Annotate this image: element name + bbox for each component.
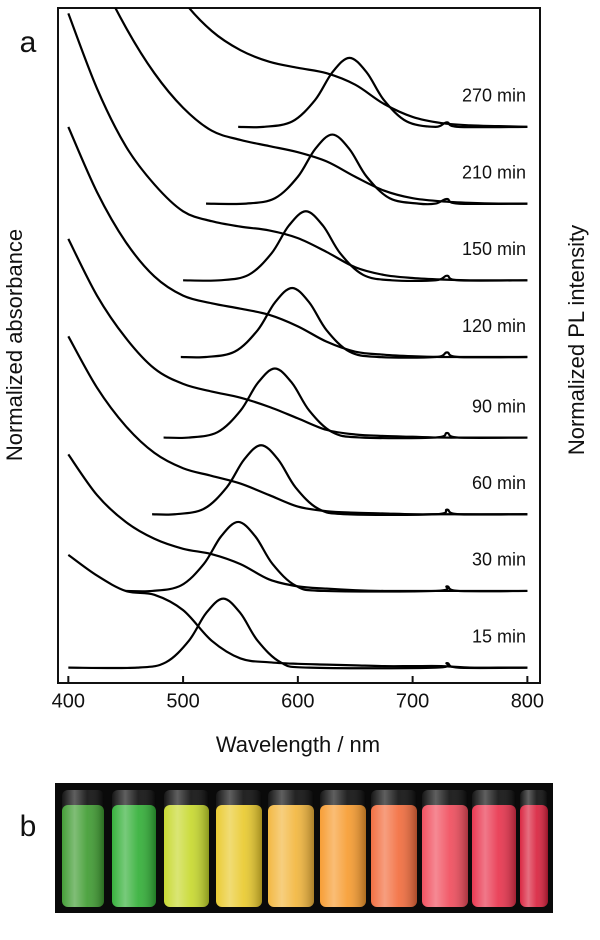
pl-line <box>163 367 528 440</box>
x-tick-label: 800 <box>511 690 544 712</box>
absorbance-line <box>67 238 528 439</box>
pl-line <box>152 444 528 516</box>
pl-line <box>183 210 528 283</box>
absorbance-line <box>67 126 528 359</box>
x-tick-label: 600 <box>281 690 314 712</box>
y2-axis-title: Normalized PL intensity <box>564 225 589 455</box>
curves <box>67 8 528 670</box>
series-label: 15 min <box>472 626 526 646</box>
panel-label: b <box>20 810 37 843</box>
absorbance-line <box>67 335 528 516</box>
series-label: 90 min <box>472 396 526 416</box>
absorbance-line <box>67 453 528 593</box>
plot-area: 400 500 600 700 800 15 min 30 min 60 min 90 min 1… <box>52 8 544 712</box>
pl-line <box>206 133 528 206</box>
plot-frame <box>57 7 541 684</box>
x-axis-title: Wavelength / nm <box>216 732 380 757</box>
vial-photo <box>55 783 553 913</box>
x-tick-label: 700 <box>396 690 429 712</box>
series-label: 150 min <box>462 239 526 259</box>
pl-line <box>68 597 528 670</box>
x-tick-label: 500 <box>166 690 199 712</box>
series-label: 270 min <box>462 86 526 106</box>
y-axis-title: Normalized absorbance <box>2 229 27 461</box>
series-label: 120 min <box>462 316 526 336</box>
panel-label: a <box>20 26 37 59</box>
absorbance-line <box>114 8 528 205</box>
x-tick-label: 400 <box>52 690 85 712</box>
pl-line <box>180 286 528 359</box>
series-label: 210 min <box>462 162 526 182</box>
series-label: 30 min <box>472 550 526 570</box>
absorbance-line <box>187 8 528 128</box>
absorbance-line <box>67 554 528 669</box>
pl-line <box>125 520 528 593</box>
absorbance-line <box>67 12 528 282</box>
series-label: 60 min <box>472 473 526 493</box>
pl-line <box>238 56 528 129</box>
